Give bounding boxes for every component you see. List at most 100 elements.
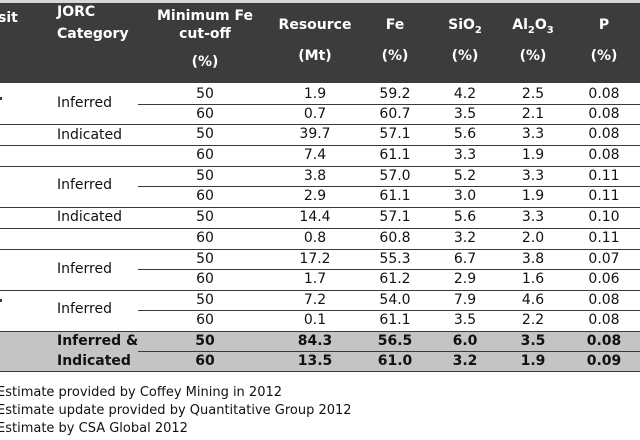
cell-sio2: 5.6 xyxy=(453,126,477,142)
row-divider xyxy=(0,207,640,208)
cell-sio2: 5.6 xyxy=(453,209,477,225)
row-divider xyxy=(0,371,640,372)
table-row: 60 0.7 60.7 3.5 2.1 0.08 xyxy=(0,104,640,124)
subrow-divider xyxy=(138,310,640,311)
header-sio2: SiO2 xyxy=(448,17,482,36)
row-divider xyxy=(0,145,640,146)
cell-resource: 13.5 xyxy=(297,353,333,369)
cell-cutoff: 60 xyxy=(195,353,215,369)
footnote: Estimate by CSA Global 2012 xyxy=(0,421,188,436)
subrow-divider xyxy=(138,186,640,187)
cell-cutoff: 60 xyxy=(196,230,214,246)
cell-al2o3: 3.3 xyxy=(521,126,545,142)
top-strip xyxy=(0,0,640,3)
category-label: Inferred xyxy=(57,95,113,111)
cell-sio2: 3.0 xyxy=(453,188,477,204)
cell-resource: 0.7 xyxy=(303,106,327,122)
table-row: 60 2.9 61.1 3.0 1.9 0.11 xyxy=(0,186,640,206)
cell-cutoff: 60 xyxy=(196,271,214,287)
cell-sio2: 3.5 xyxy=(453,106,477,122)
table-header: sit JORC Category Minimum Fe cut-off (%)… xyxy=(0,3,640,83)
cell-cutoff: 50 xyxy=(196,209,214,225)
table-row: 60 7.4 61.1 3.3 1.9 0.08 xyxy=(0,145,640,165)
cell-cutoff: 50 xyxy=(196,168,214,184)
cell-sio2: 3.2 xyxy=(453,230,477,246)
cell-fe: 57.1 xyxy=(379,126,411,142)
total-category-line1: Inferred & xyxy=(57,333,139,349)
cell-sio2: 7.9 xyxy=(453,292,477,308)
header-fe: Fe xyxy=(385,17,405,33)
cell-sio2: 6.7 xyxy=(453,251,477,267)
total-row: 50 84.3 56.5 6.0 3.5 0.08 xyxy=(0,331,640,351)
cell-resource: 1.9 xyxy=(303,86,327,102)
cell-resource: 7.2 xyxy=(303,292,327,308)
cell-al2o3: 3.3 xyxy=(521,209,545,225)
cell-resource: 0.1 xyxy=(303,312,327,328)
header-resource: Resource xyxy=(278,17,352,33)
cell-fe: 60.8 xyxy=(379,230,411,246)
cell-al2o3: 4.6 xyxy=(521,292,545,308)
footnote: Estimate provided by Coffey Mining in 20… xyxy=(0,385,283,400)
table-row: 60 0.8 60.8 3.2 2.0 0.11 xyxy=(0,228,640,248)
cell-cutoff: 60 xyxy=(196,312,214,328)
cell-p: 0.08 xyxy=(588,86,620,102)
category-label: Inferred xyxy=(57,301,113,317)
header-cutoff-line1: Minimum Fe xyxy=(156,8,253,24)
cell-al2o3: 1.6 xyxy=(521,271,545,287)
cell-sio2: 3.2 xyxy=(452,353,478,369)
total-category-line2: Indicated xyxy=(57,353,131,369)
footnote: Estimate update provided by Quantitative… xyxy=(0,403,352,418)
cell-sio2: 3.5 xyxy=(453,312,477,328)
row-divider xyxy=(0,228,640,229)
table-row: 60 0.1 61.1 3.5 2.2 0.08 xyxy=(0,310,640,330)
subrow-divider xyxy=(138,269,640,270)
cell-fe: 61.1 xyxy=(379,188,411,204)
cell-p: 0.11 xyxy=(588,168,620,184)
cell-fe: 61.0 xyxy=(377,353,413,369)
cell-al2o3: 2.1 xyxy=(521,106,545,122)
header-al2o3: Al2O3 xyxy=(512,17,554,36)
header-fe-unit: (%) xyxy=(381,48,409,64)
header-cutoff-line2: cut-off xyxy=(179,26,231,42)
cell-cutoff: 50 xyxy=(196,126,214,142)
cell-fe: 60.7 xyxy=(379,106,411,122)
table-row: 50 3.8 57.0 5.2 3.3 0.11 xyxy=(0,166,640,186)
category-label: Inferred xyxy=(57,177,113,193)
table-row: 60 1.7 61.2 2.9 1.6 0.06 xyxy=(0,269,640,289)
cell-al2o3: 1.9 xyxy=(520,353,546,369)
cell-resource: 39.7 xyxy=(299,126,331,142)
total-row: 60 13.5 61.0 3.2 1.9 0.09 xyxy=(0,351,640,371)
subrow-divider xyxy=(138,104,640,105)
cell-sio2: 5.2 xyxy=(453,168,477,184)
header-al2o3-unit: (%) xyxy=(519,48,547,64)
row-divider xyxy=(0,124,640,125)
cell-p: 0.11 xyxy=(588,230,620,246)
header-category-line1: JORC xyxy=(57,4,96,20)
subrow-divider xyxy=(138,351,640,352)
cell-al2o3: 2.2 xyxy=(521,312,545,328)
cell-al2o3: 1.9 xyxy=(521,188,545,204)
cell-cutoff: 60 xyxy=(196,147,214,163)
cell-fe: 61.1 xyxy=(379,147,411,163)
cell-fe: 59.2 xyxy=(379,86,411,102)
cell-p: 0.07 xyxy=(588,251,620,267)
cell-p: 0.06 xyxy=(588,271,620,287)
cell-fe: 61.1 xyxy=(379,312,411,328)
row-divider xyxy=(0,290,640,291)
cell-cutoff: 60 xyxy=(196,188,214,204)
cell-cutoff: 50 xyxy=(196,251,214,267)
header-sio2-unit: (%) xyxy=(451,48,479,64)
table-row: 50 17.2 55.3 6.7 3.8 0.07 xyxy=(0,249,640,269)
cell-sio2: 3.3 xyxy=(453,147,477,163)
cell-p: 0.08 xyxy=(586,333,622,349)
cell-cutoff: 50 xyxy=(196,86,214,102)
cell-fe: 56.5 xyxy=(377,333,413,349)
cell-p: 0.09 xyxy=(586,353,622,369)
table-row: 50 1.9 59.2 4.2 2.5 0.08 xyxy=(0,84,640,104)
cell-p: 0.08 xyxy=(588,292,620,308)
table-row: 50 39.7 57.1 5.6 3.3 0.08 xyxy=(0,124,640,144)
header-p: P xyxy=(598,17,610,33)
cell-p: 0.08 xyxy=(588,126,620,142)
row-divider xyxy=(0,331,640,332)
table-row: 50 14.4 57.1 5.6 3.3 0.10 xyxy=(0,207,640,227)
